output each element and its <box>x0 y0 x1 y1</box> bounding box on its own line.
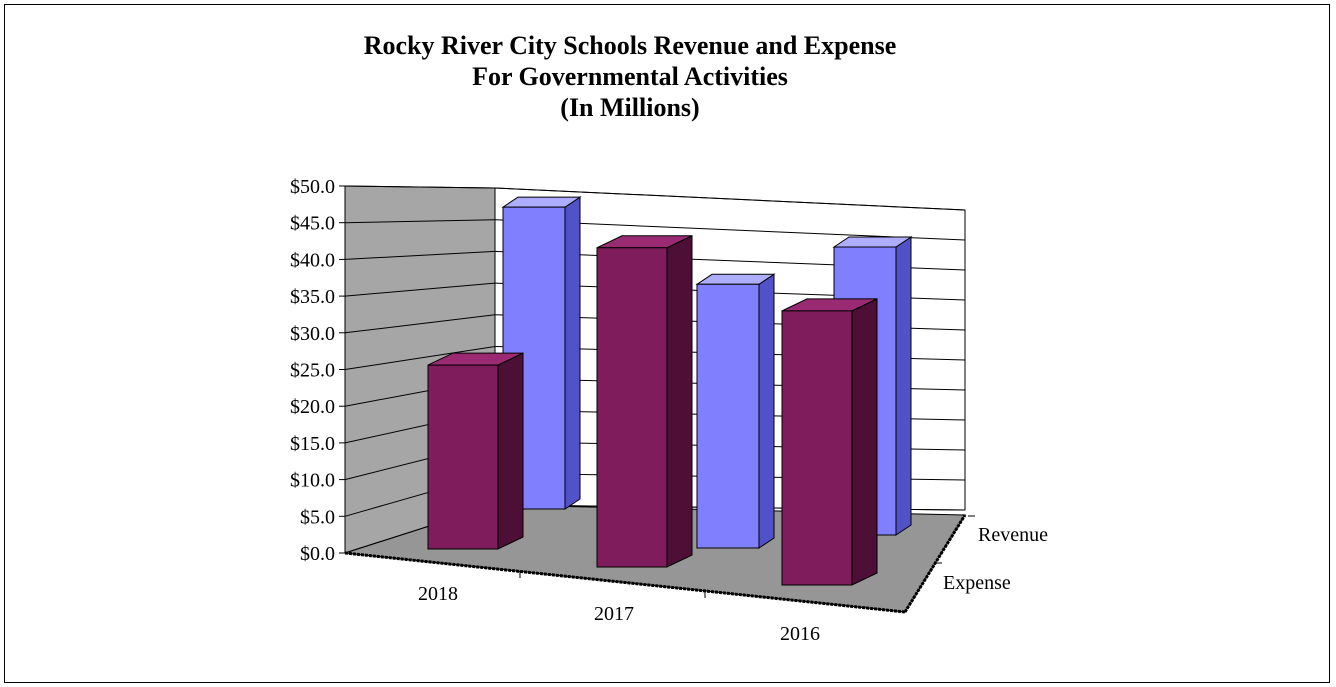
y-tick-label: $30.0 <box>290 323 335 345</box>
title-line-3: (In Millions) <box>560 93 700 122</box>
depth-axis-line <box>903 514 967 613</box>
bar-expense-2016 <box>781 298 878 586</box>
bar-expense-2017-side <box>666 234 693 568</box>
bar-revenue-2017 <box>695 273 776 549</box>
bar-expense-2017-front <box>596 247 668 568</box>
y-tick-label: $5.0 <box>300 506 335 528</box>
bar-expense-2017 <box>596 234 693 568</box>
title-line-1: Rocky River City Schools Revenue and Exp… <box>363 31 897 60</box>
y-tick-label: $50.0 <box>290 176 335 198</box>
y-tick-label: $25.0 <box>290 360 335 382</box>
chart-title: Rocky River City Schools Revenue and Exp… <box>0 30 1260 123</box>
gridline-left <box>344 346 496 370</box>
bar-expense-2016-front <box>781 310 853 586</box>
bar-expense-2016-side <box>851 298 878 586</box>
title-line-2: For Governmental Activities <box>472 62 788 91</box>
gridline-left <box>344 219 496 224</box>
gridline-left <box>344 250 496 260</box>
bar-revenue-2017-side <box>758 273 775 549</box>
x-tick-label: 2016 <box>780 623 820 645</box>
y-tick-label: $20.0 <box>290 396 335 418</box>
y-tick-label: $35.0 <box>290 286 335 308</box>
x-tick-label: 2018 <box>418 583 458 605</box>
y-tick-label: $0.0 <box>300 543 335 565</box>
bar-revenue-2017-front <box>696 283 760 549</box>
bar-expense-2018-front <box>427 364 499 550</box>
x-tick-label: 2017 <box>594 603 634 625</box>
gridline-back <box>494 187 966 211</box>
series-label-expense: Expense <box>943 572 1011 594</box>
bar-expense-2018 <box>427 352 524 550</box>
gridline-left <box>344 282 496 297</box>
x-axis-line <box>344 551 906 614</box>
y-tick-label: $10.0 <box>290 470 335 492</box>
bar-revenue-2016-side <box>895 236 912 536</box>
gridline-left <box>344 314 496 334</box>
y-tick-label: $45.0 <box>290 213 335 235</box>
series-label-revenue: Revenue <box>978 524 1048 546</box>
gridline-left <box>344 185 496 189</box>
y-tick-label: $40.0 <box>290 249 335 271</box>
bar-revenue-2018-side <box>564 196 581 510</box>
y-tick-label: $15.0 <box>290 433 335 455</box>
bar-expense-2018-side <box>497 352 524 550</box>
